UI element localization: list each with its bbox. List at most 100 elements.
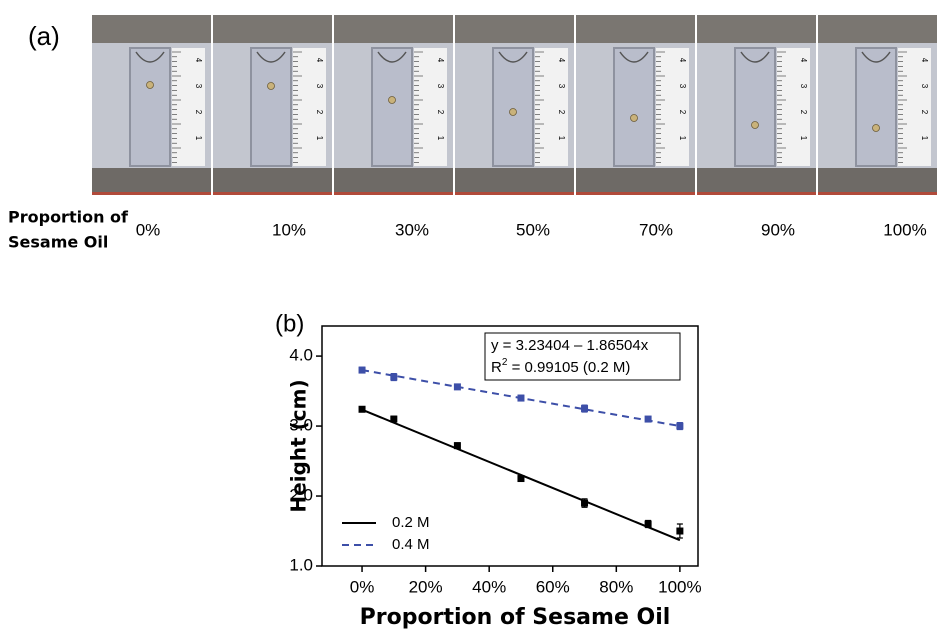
meniscus: [740, 51, 770, 63]
data-point: [358, 405, 366, 413]
clamp-top: [818, 15, 937, 43]
meniscus: [498, 51, 528, 63]
data-point: [517, 475, 525, 483]
data-point: [390, 373, 398, 381]
meniscus: [135, 51, 165, 63]
cuvette: [613, 47, 655, 167]
droplet: [146, 81, 154, 89]
cuvette: [492, 47, 534, 167]
ruler: [172, 48, 205, 166]
ruler-label: 3: [194, 84, 203, 89]
r-exponent: 2: [502, 357, 508, 368]
ruler-label: 1: [557, 136, 566, 141]
legend-label: 0.4 M: [392, 536, 430, 553]
data-point: [453, 442, 461, 450]
ruler-label: 4: [678, 58, 687, 63]
ruler: [777, 48, 810, 166]
proportion-label: 50%: [516, 220, 550, 239]
ruler-label: 2: [436, 110, 445, 115]
clamp-bottom: [334, 168, 453, 195]
panel-label: (a): [28, 21, 60, 51]
clamp-bottom: [818, 168, 937, 195]
ruler-label: 2: [920, 110, 929, 115]
data-point: [517, 394, 525, 402]
proportion-label: 70%: [639, 220, 673, 239]
droplet: [509, 108, 517, 116]
y-tick-label: 4.0: [289, 346, 313, 365]
row-label: Sesame Oil: [8, 233, 108, 252]
clamp-edge: [576, 192, 695, 195]
row-label: Proportion of: [8, 208, 129, 227]
cuvette: [734, 47, 776, 167]
ruler-label: 3: [920, 84, 929, 89]
ruler: [656, 48, 689, 166]
droplet: [267, 82, 275, 90]
r-squared: R2 = 0.99105 (0.2 M): [491, 357, 630, 376]
data-point: [390, 415, 398, 423]
proportion-label: 0%: [136, 220, 161, 239]
clamp-edge: [213, 192, 332, 195]
ruler-label: 2: [799, 110, 808, 115]
data-point: [358, 366, 366, 374]
data-point: [581, 405, 589, 413]
clamp-bottom: [455, 168, 574, 195]
fit-line: [361, 408, 681, 542]
ruler-label: 1: [194, 136, 203, 141]
equation: y = 3.23404 – 1.86504x: [491, 337, 649, 354]
y-tick-label: 3.0: [289, 416, 313, 435]
ruler-label: 1: [799, 136, 808, 141]
data-point: [644, 520, 652, 528]
ruler: [898, 48, 931, 166]
clamp-bottom: [697, 168, 816, 195]
clamp-top: [213, 15, 332, 43]
data-point: [676, 527, 684, 535]
data-point: [453, 383, 461, 391]
clamp-bottom: [213, 168, 332, 195]
ruler-label: 2: [678, 110, 687, 115]
proportion-label: 100%: [883, 220, 926, 239]
x-tick-label: 100%: [658, 577, 701, 596]
meniscus: [377, 51, 407, 63]
data-point: [581, 499, 589, 507]
ruler-label: 1: [678, 136, 687, 141]
ruler-label: 3: [557, 84, 566, 89]
legend-label: 0.2 M: [392, 514, 430, 531]
ruler-label: 4: [436, 58, 445, 63]
clamp-top: [455, 15, 574, 43]
clamp-edge: [334, 192, 453, 195]
clamp-edge: [92, 192, 211, 195]
annotation-box: [484, 332, 681, 381]
clamp-top: [334, 15, 453, 43]
clamp-edge: [818, 192, 937, 195]
meniscus: [861, 51, 891, 63]
clamp-bottom: [92, 168, 211, 195]
droplet: [872, 124, 880, 132]
ruler-label: 4: [920, 58, 929, 63]
ruler: [535, 48, 568, 166]
ruler-label: 3: [799, 84, 808, 89]
ruler-label: 4: [194, 58, 203, 63]
cuvette: [129, 47, 171, 167]
droplet: [388, 96, 396, 104]
x-tick-label: 40%: [472, 577, 506, 596]
plot-frame: [321, 325, 699, 567]
ruler-label: 3: [436, 84, 445, 89]
x-tick-label: 0%: [350, 577, 375, 596]
x-tick-label: 60%: [536, 577, 570, 596]
ruler-label: 3: [315, 84, 324, 89]
clamp-top: [92, 15, 211, 43]
clamp-bottom: [576, 168, 695, 195]
ruler-label: 1: [315, 136, 324, 141]
proportion-label: 30%: [395, 220, 429, 239]
ruler-label: 4: [315, 58, 324, 63]
cuvette: [250, 47, 292, 167]
data-point: [676, 422, 684, 430]
clamp-top: [697, 15, 816, 43]
ruler-label: 4: [557, 58, 566, 63]
ruler: [414, 48, 447, 166]
cuvette: [855, 47, 897, 167]
proportion-label: 10%: [272, 220, 306, 239]
r-symbol: R: [491, 359, 502, 376]
meniscus: [619, 51, 649, 63]
